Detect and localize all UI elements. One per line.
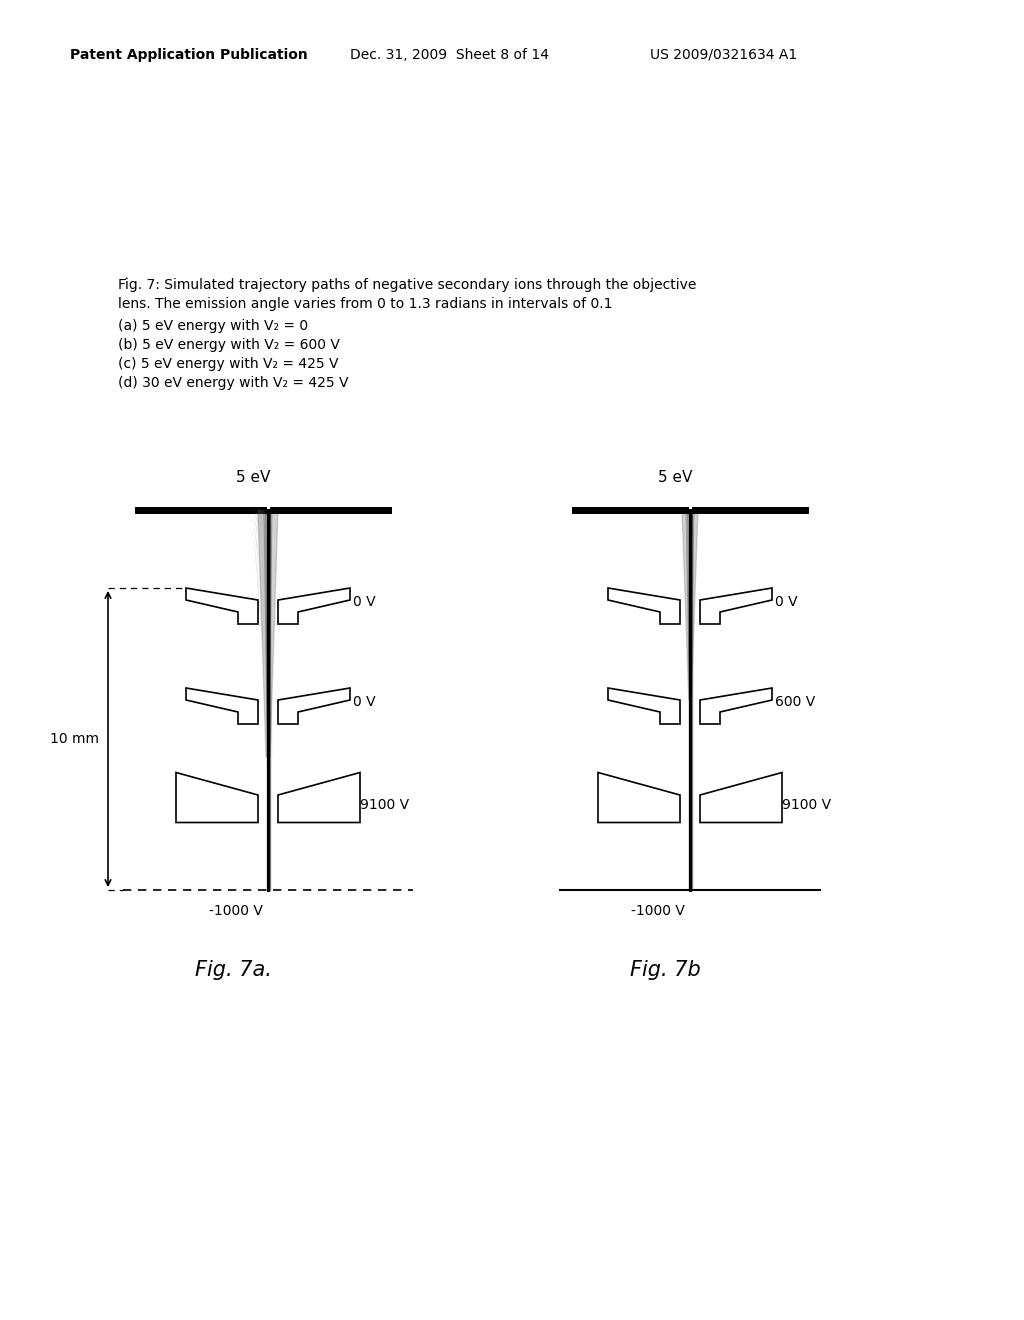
Text: -1000 V: -1000 V (631, 904, 685, 917)
Text: 5 eV: 5 eV (657, 470, 692, 484)
Text: 9100 V: 9100 V (360, 799, 410, 812)
Text: lens. The emission angle varies from 0 to 1.3 radians in intervals of 0.1: lens. The emission angle varies from 0 t… (118, 297, 612, 312)
Text: 5 eV: 5 eV (236, 470, 270, 484)
Text: -1000 V: -1000 V (209, 904, 263, 917)
Text: Fig. 7b: Fig. 7b (630, 960, 700, 979)
Text: 0 V: 0 V (353, 696, 376, 709)
Text: Patent Application Publication: Patent Application Publication (70, 48, 308, 62)
Text: Dec. 31, 2009  Sheet 8 of 14: Dec. 31, 2009 Sheet 8 of 14 (350, 48, 549, 62)
Text: US 2009/0321634 A1: US 2009/0321634 A1 (650, 48, 798, 62)
Text: 9100 V: 9100 V (782, 799, 831, 812)
Text: Fig. 7a.: Fig. 7a. (195, 960, 271, 979)
Text: 0 V: 0 V (353, 595, 376, 609)
Text: (d) 30 eV energy with V₂ = 425 V: (d) 30 eV energy with V₂ = 425 V (118, 376, 348, 389)
Polygon shape (682, 510, 698, 700)
Text: 0 V: 0 V (775, 595, 798, 609)
Text: 10 mm: 10 mm (49, 733, 98, 746)
Text: Fíg. 7: Simulated trajectory paths of negative secondary ions through the objec: Fíg. 7: Simulated trajectory paths of n… (118, 279, 696, 293)
Polygon shape (258, 510, 278, 756)
Text: (a) 5 eV energy with V₂ = 0: (a) 5 eV energy with V₂ = 0 (118, 319, 308, 333)
Text: (c) 5 eV energy with V₂ = 425 V: (c) 5 eV energy with V₂ = 425 V (118, 356, 339, 371)
Text: 600 V: 600 V (775, 696, 815, 709)
Text: (b) 5 eV energy with V₂ = 600 V: (b) 5 eV energy with V₂ = 600 V (118, 338, 340, 352)
